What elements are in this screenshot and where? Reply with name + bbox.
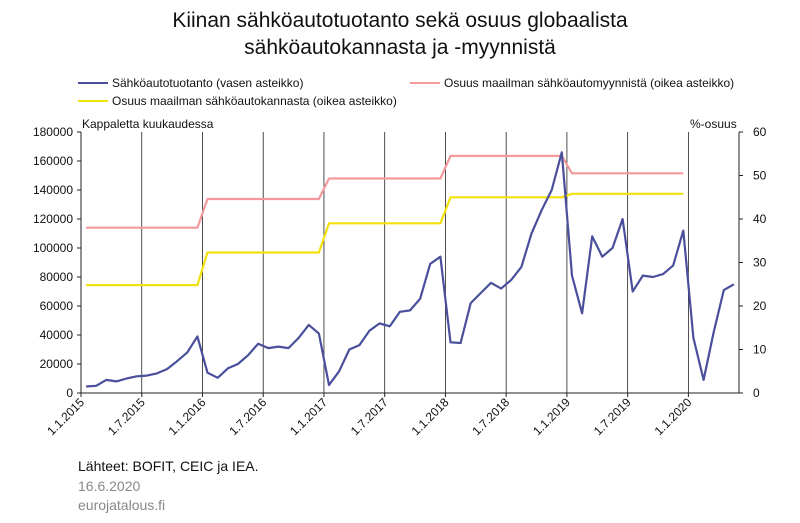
legend-swatch-stock-share (78, 100, 108, 102)
legend-swatch-sales-share (410, 82, 440, 84)
chart-title-line-2: sähköautokannasta ja -myynnistä (244, 36, 556, 59)
x-tick-label: 1.7.2017 (348, 395, 391, 438)
y-left-tick-label: 180000 (33, 125, 73, 139)
site-name: eurojatalous.fi (78, 497, 166, 513)
x-tick-label: 1.1.2018 (409, 395, 452, 438)
chart-title: Kiinan sähköautotuotanto sekä osuus glob… (0, 7, 800, 61)
left-axis-unit-label: Kappaletta kuukaudessa (82, 117, 214, 131)
x-tick-label: 1.7.2015 (105, 395, 148, 438)
y-left-tick-label: 40000 (40, 328, 74, 342)
legend-label-sales-share: Osuus maailman sähköautomyynnistä (oikea… (444, 76, 735, 90)
source-note: Lähteet: BOFIT, CEIC ja IEA. (78, 458, 259, 474)
y-right-tick-label: 20 (753, 299, 767, 313)
x-tick-label: 1.1.2017 (287, 395, 330, 438)
x-tick-label: 1.7.2016 (226, 395, 269, 438)
chart-title-line-1: Kiinan sähköautotuotanto sekä osuus glob… (172, 9, 628, 32)
legend-item-production: Sähköautotuotanto (vasen asteikko) (78, 76, 303, 90)
y-left-tick-label: 60000 (40, 299, 74, 313)
y-right-tick-label: 30 (753, 256, 767, 270)
y-right-tick-label: 40 (753, 212, 767, 226)
y-left-tick-label: 80000 (40, 270, 74, 284)
publication-date: 16.6.2020 (78, 478, 141, 494)
y-right-tick-label: 10 (753, 343, 767, 357)
series-line-production (86, 151, 735, 388)
x-tick-label: 1.1.2019 (530, 395, 573, 438)
y-right-tick-label: 50 (753, 169, 767, 183)
y-left-tick-label: 160000 (33, 154, 73, 168)
legend-label-production: Sähköautotuotanto (vasen asteikko) (112, 76, 304, 90)
y-left-tick-label: 20000 (40, 357, 74, 371)
y-right-tick-label: 0 (753, 386, 760, 400)
y-left-tick-label: 140000 (33, 183, 73, 197)
x-tick-label: 1.1.2020 (652, 395, 695, 438)
legend-label-stock-share: Osuus maailman sähköautokannasta (oikea … (112, 94, 397, 108)
legend-swatch-production (78, 82, 108, 84)
series-line-sales-share (86, 154, 684, 229)
x-tick-label: 1.1.2016 (166, 395, 209, 438)
series-line-stock-share (86, 192, 684, 287)
y-right-tick-label: 60 (753, 125, 767, 139)
y-left-tick-label: 0 (66, 386, 73, 400)
y-left-tick-label: 100000 (33, 241, 73, 255)
x-tick-label: 1.7.2018 (469, 395, 512, 438)
x-tick-label: 1.1.2015 (44, 395, 87, 438)
right-axis-unit-label: %-osuus (690, 117, 737, 131)
legend-item-sales-share: Osuus maailman sähköautomyynnistä (oikea… (410, 76, 734, 90)
y-left-tick-label: 120000 (33, 212, 73, 226)
x-tick-label: 1.7.2019 (591, 395, 634, 438)
legend-item-stock-share: Osuus maailman sähköautokannasta (oikea … (78, 94, 397, 108)
